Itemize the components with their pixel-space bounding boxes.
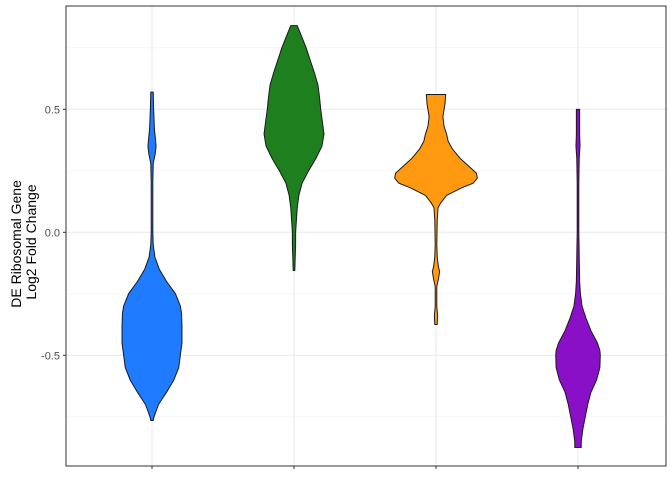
- violin-3: [394, 94, 478, 326]
- y-axis-title-line-1: DE Ribosomal Gene: [8, 180, 24, 308]
- y-axis-title: DE Ribosomal Gene Log2 Fold Change: [8, 176, 39, 308]
- axes-layer: 0.5 0.0 -0.5: [41, 104, 579, 469]
- plot-panel-border: [65, 5, 667, 467]
- y-tick-label-2: -0.5: [41, 350, 60, 362]
- violin-4: [555, 108, 601, 449]
- y-tick-label-0: 0.5: [45, 104, 60, 116]
- violins-layer: [121, 25, 601, 449]
- violin-2: [263, 25, 325, 271]
- y-tick-label-1: 0.0: [45, 227, 60, 239]
- violin-1: [121, 91, 183, 421]
- y-axis-title-line-2: Log2 Fold Change: [23, 184, 39, 299]
